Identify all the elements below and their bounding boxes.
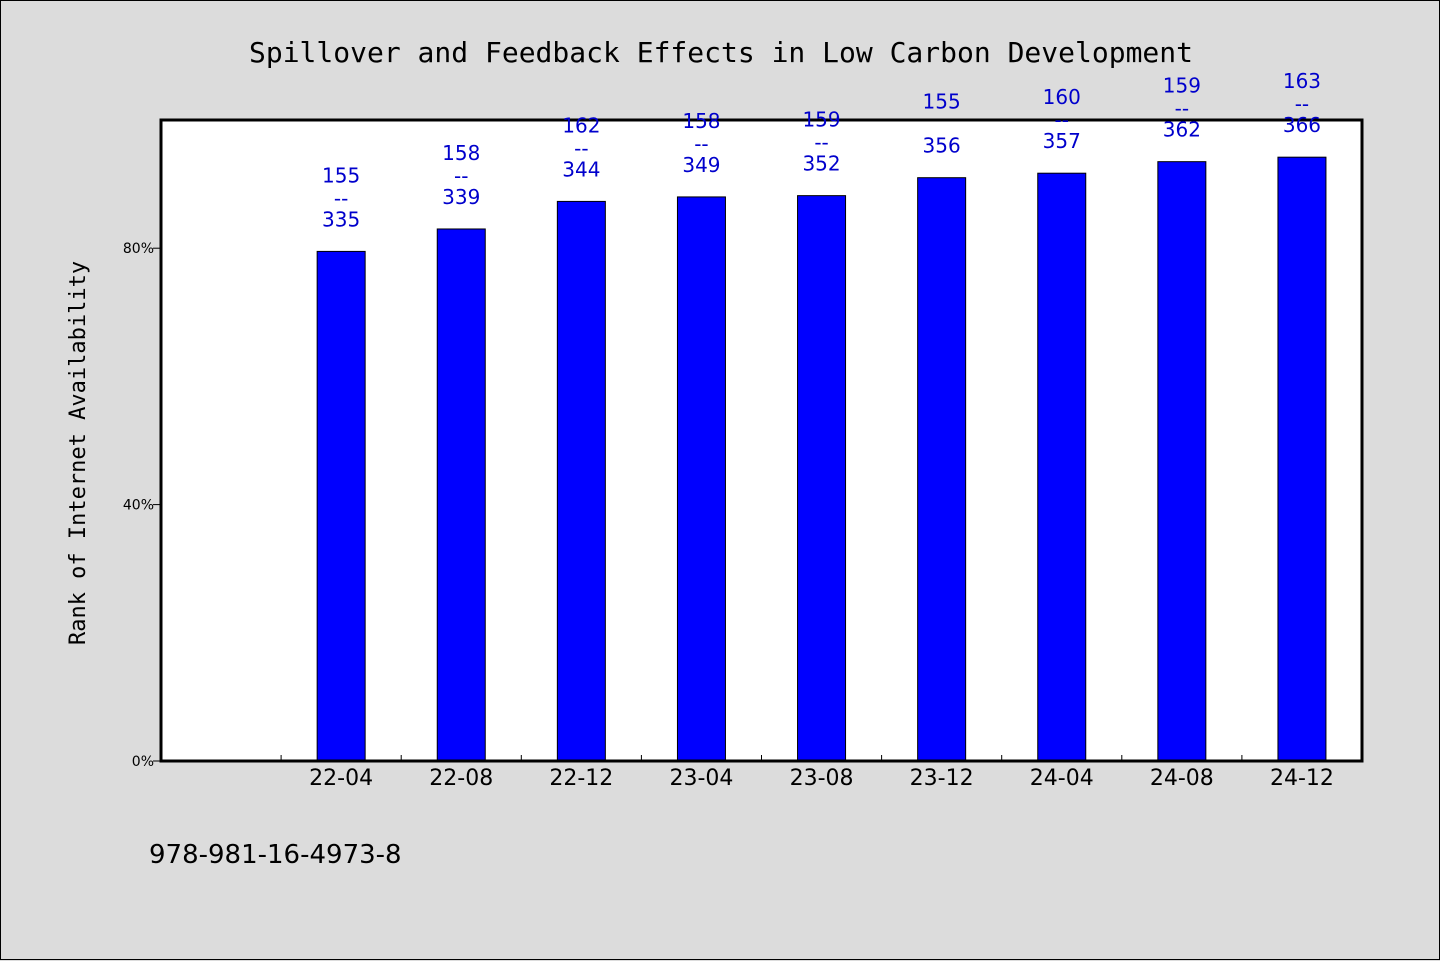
x-tick-label: 22-04	[309, 766, 373, 791]
x-tick-label: 22-12	[549, 766, 613, 791]
ticks-group: 0% 40% 80% 22-04 22-08 22-12 23-04 23-08 23-12 24…	[123, 241, 1334, 791]
y-tick-label: 80%	[123, 241, 154, 257]
bar	[316, 250, 366, 762]
data-label-separator: --	[1055, 108, 1069, 132]
data-label-top: 155	[923, 90, 961, 114]
data-label-separator: --	[814, 131, 828, 155]
y-tick-label: 0%	[132, 754, 154, 770]
data-label-separator: --	[1175, 97, 1189, 121]
data-label-bottom: 357	[1043, 129, 1081, 153]
data-label-top: 158	[682, 109, 720, 133]
x-tick-label: 22-08	[429, 766, 493, 791]
x-tick-label: 24-04	[1030, 766, 1094, 791]
bar	[1277, 156, 1327, 762]
bar	[1157, 161, 1207, 762]
data-label-separator: --	[454, 164, 468, 188]
chart-title: Spillover and Feedback Effects in Low Ca…	[249, 36, 1193, 69]
data-label-bottom: 366	[1283, 113, 1321, 137]
bar	[797, 195, 847, 762]
data-label-bottom: 356	[923, 134, 961, 158]
data-label-top: 162	[562, 113, 600, 137]
data-labels-group: 335--155339--158344--162349--158352--159…	[322, 69, 1321, 231]
data-label-bottom: 344	[562, 157, 600, 181]
data-label-top: 159	[802, 108, 840, 132]
data-label-separator: --	[574, 136, 588, 160]
data-label-top: 163	[1283, 69, 1321, 93]
y-axis-label: Rank of Internet Availability	[66, 261, 91, 645]
data-label-top: 155	[322, 163, 360, 187]
data-label-separator: --	[694, 132, 708, 156]
bar	[676, 196, 726, 762]
data-label-bottom: 349	[682, 153, 720, 177]
data-label-bottom: 352	[802, 152, 840, 176]
data-label-bottom: 362	[1163, 118, 1201, 142]
x-tick-label: 24-08	[1150, 766, 1214, 791]
bar	[556, 200, 606, 762]
bar	[917, 177, 967, 762]
data-label-top: 160	[1043, 85, 1081, 109]
data-label-separator: --	[334, 186, 348, 210]
footer-isbn: 978-981-16-4973-8	[149, 840, 402, 870]
y-tick-label: 40%	[123, 498, 154, 514]
data-label-separator: --	[1295, 92, 1309, 116]
bar	[1037, 172, 1087, 762]
bar	[436, 228, 486, 762]
x-tick-label: 23-04	[669, 766, 733, 791]
bars-group	[316, 156, 1327, 762]
data-label-top: 158	[442, 141, 480, 165]
data-label-bottom: 339	[442, 185, 480, 209]
data-label-top: 159	[1163, 74, 1201, 98]
x-tick-label: 23-12	[910, 766, 974, 791]
x-tick-label: 23-08	[790, 766, 854, 791]
x-tick-label: 24-12	[1270, 766, 1334, 791]
data-label-bottom: 335	[322, 207, 360, 231]
